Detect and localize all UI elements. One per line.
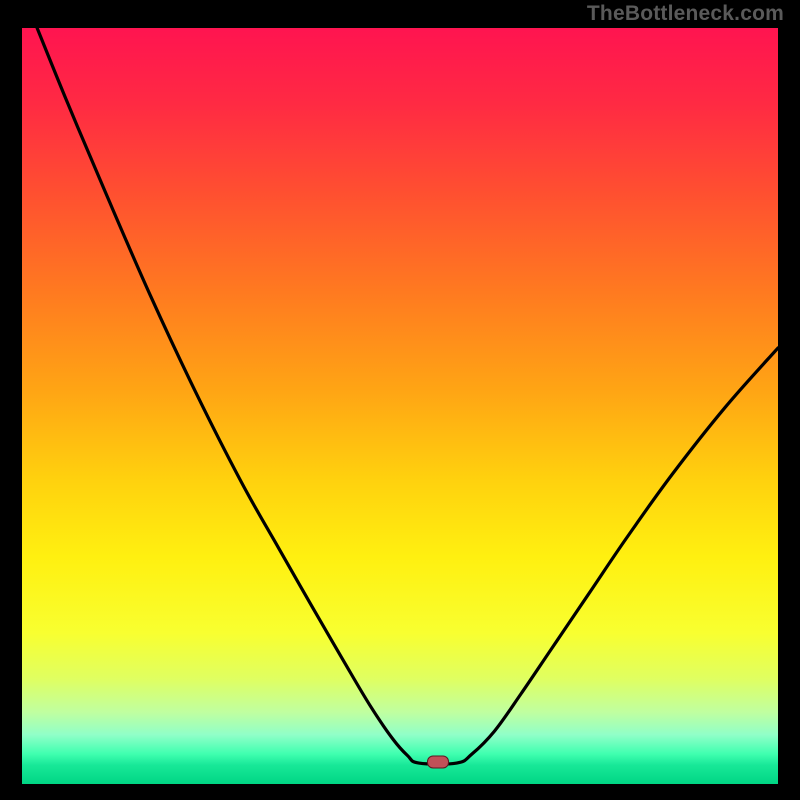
bottleneck-curve: [22, 28, 778, 772]
optimum-marker: [427, 756, 449, 769]
watermark-text: TheBottleneck.com: [587, 2, 784, 26]
plot-area: [22, 28, 778, 772]
chart-frame: TheBottleneck.com: [0, 0, 800, 800]
